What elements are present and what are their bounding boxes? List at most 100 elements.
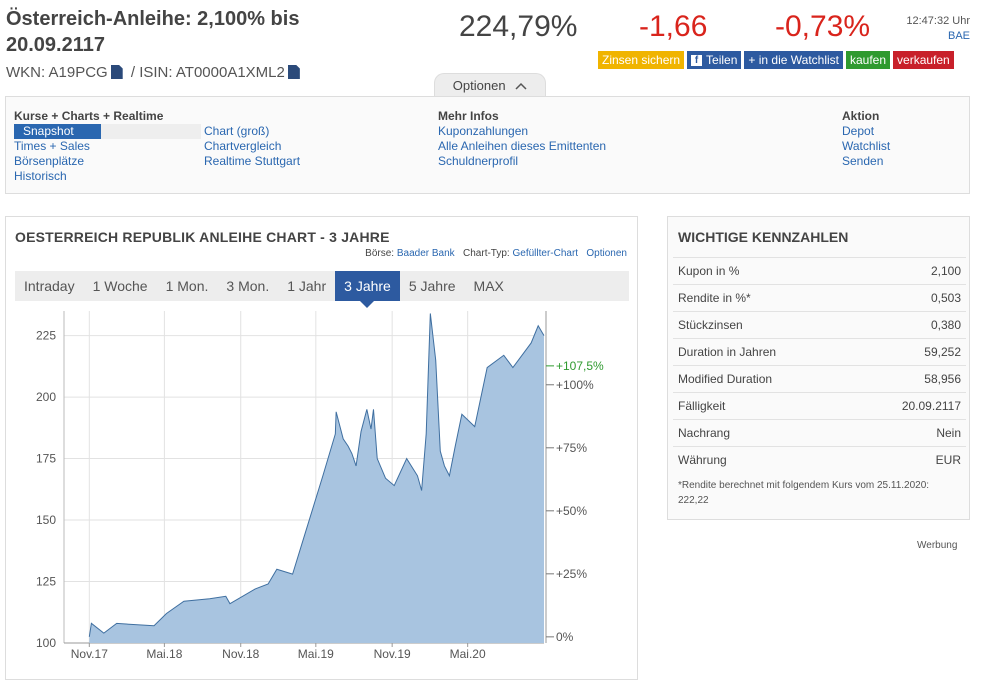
security-ids: WKN: A19PCG / ISIN: AT0000A1XML2 <box>6 64 304 81</box>
price-line <box>88 313 545 637</box>
key-figure-label: Währung <box>678 453 727 467</box>
key-figure-value: 59,252 <box>924 345 961 359</box>
x-tick-label: Nov.18 <box>222 647 259 661</box>
current-price: 224,79% <box>459 10 578 43</box>
options-toggle[interactable]: Optionen <box>434 73 546 97</box>
key-figure-label: Fälligkeit <box>678 399 726 413</box>
y-tick-label: 100 <box>36 636 56 650</box>
nav-heading: Kurse + Charts + Realtime <box>14 109 164 123</box>
key-figure-value: EUR <box>935 453 961 467</box>
tab-intraday[interactable]: Intraday <box>24 278 75 294</box>
options-label: Optionen <box>452 78 506 93</box>
key-figure-row: Rendite in %* 0,503 <box>673 284 966 311</box>
key-figures-panel: WICHTIGE KENNZAHLEN Kupon in % 2,100 Rendi… <box>667 216 970 520</box>
quote-time: 12:47:32 Uhr BAE <box>906 14 970 44</box>
buy-button[interactable]: kaufen <box>846 51 891 69</box>
nav-item-snapshot[interactable]: Snapshot <box>14 124 101 139</box>
nav-item-boersenplaetze[interactable]: Börsenplätze <box>14 154 85 168</box>
chart-options-link[interactable]: Optionen <box>586 248 627 259</box>
nav-item-alle-anleihen[interactable]: Alle Anleihen dieses Emittenten <box>438 139 607 153</box>
nav-item-kuponzahlungen[interactable]: Kuponzahlungen <box>438 124 529 138</box>
current-marker-label: +107,5% <box>556 359 604 373</box>
key-figure-row: Modified Duration 58,956 <box>673 365 966 392</box>
key-figure-value: Nein <box>936 426 961 440</box>
price-change-percent: -0,73% <box>775 10 871 43</box>
boerse-link[interactable]: Baader Bank <box>396 248 455 259</box>
nav-item-historisch[interactable]: Historisch <box>14 169 67 183</box>
nav-item-chartvergleich[interactable]: Chartvergleich <box>204 139 282 153</box>
chevron-up-icon <box>515 74 527 98</box>
charttyp-link[interactable]: Gefüllter-Chart <box>512 248 579 259</box>
y-tick-label: 200 <box>36 390 56 404</box>
nav-selected-row: Snapshot <box>14 124 204 139</box>
y-tick-label: 125 <box>36 575 56 589</box>
key-figure-value: 20.09.2117 <box>901 399 961 413</box>
key-figure-row: Fälligkeit 20.09.2117 <box>673 392 966 419</box>
right-tick-label: +25% <box>556 567 587 581</box>
area-fill <box>89 313 545 643</box>
key-figure-label: Duration in Jahren <box>678 345 777 359</box>
tab-1-jahr[interactable]: 1 Jahr <box>287 278 327 294</box>
action-buttons: Zinsen sichern f Teilen + in die Watchlis… <box>598 51 954 69</box>
nav-item-chart-gross[interactable]: Chart (groß) <box>204 124 270 138</box>
add-watchlist-button[interactable]: + in die Watchlist <box>744 51 843 69</box>
right-tick-label: +75% <box>556 441 587 455</box>
right-tick-label: +50% <box>556 504 587 518</box>
key-figure-label: Stückzinsen <box>678 318 743 332</box>
zinsen-sichern-button[interactable]: Zinsen sichern <box>598 51 685 69</box>
facebook-icon: f <box>691 54 703 66</box>
key-figure-value: 0,503 <box>930 291 961 305</box>
nav-heading: Aktion <box>842 109 880 123</box>
nav-item-schuldnerprofil[interactable]: Schuldnerprofil <box>438 154 519 168</box>
x-tick-label: Mai.20 <box>450 647 486 661</box>
tab-3-mon[interactable]: 3 Mon. <box>226 278 270 294</box>
tab-1-woche[interactable]: 1 Woche <box>92 278 148 294</box>
price-change: -1,66 <box>639 10 708 43</box>
y-tick-label: 225 <box>36 329 56 343</box>
tab-1-mon[interactable]: 1 Mon. <box>165 278 209 294</box>
key-figure-label: Modified Duration <box>678 372 773 386</box>
nav-item-times-sales[interactable]: Times + Sales <box>14 139 90 153</box>
right-tick-label: +100% <box>556 378 594 392</box>
chart-panel: OESTERREICH REPUBLIK ANLEIHE CHART - 3 J… <box>5 216 638 680</box>
nav-item-senden[interactable]: Senden <box>842 154 884 168</box>
key-figure-value: 2,100 <box>930 264 961 278</box>
navigation-panel: Kurse + Charts + Realtime Snapshot Times… <box>5 96 970 194</box>
key-figure-value: 58,956 <box>924 372 961 386</box>
key-figures-table: Kupon in % 2,100 Rendite in %* 0,503 Stückzi… <box>673 257 966 473</box>
nav-column-kurse: Kurse + Charts + Realtime Snapshot Times… <box>14 109 204 184</box>
document-icon[interactable] <box>287 65 300 79</box>
nav-heading: Mehr Infos <box>438 109 499 123</box>
boerse-label: Börse: <box>365 248 395 259</box>
key-figure-label: Rendite in %* <box>678 291 751 305</box>
sell-button[interactable]: verkaufen <box>893 51 954 69</box>
tab-3-jahre[interactable]: 3 Jahre <box>335 271 400 308</box>
right-tick-label: 0% <box>556 630 574 644</box>
tab-max[interactable]: MAX <box>473 278 504 294</box>
ad-label: Werbung <box>917 540 958 551</box>
nav-item-depot[interactable]: Depot <box>842 124 875 138</box>
exchange-link[interactable]: BAE <box>947 30 970 42</box>
y-tick-label: 175 <box>36 452 56 466</box>
share-label: Teilen <box>706 53 738 67</box>
document-icon[interactable] <box>110 65 123 79</box>
x-tick-label: Mai.19 <box>298 647 334 661</box>
share-button[interactable]: f Teilen <box>687 51 742 69</box>
key-figures-note: *Rendite berechnet mit folgendem Kurs vo… <box>678 480 930 506</box>
y-tick-label: 150 <box>36 513 56 527</box>
nav-column-charts: Chart (groß) Chartvergleich Realtime Stu… <box>204 124 300 169</box>
chart-title: OESTERREICH REPUBLIK ANLEIHE CHART - 3 J… <box>15 229 390 245</box>
nav-item-watchlist[interactable]: Watchlist <box>842 139 891 153</box>
nav-item-realtime-stuttgart[interactable]: Realtime Stuttgart <box>204 154 301 168</box>
price-chart: 100 125 150 175 200 225 Nov.17 Mai.18 Nov.18 Mai.… <box>36 311 604 661</box>
x-tick-label: Nov.17 <box>71 647 108 661</box>
charttyp-label: Chart-Typ: <box>463 248 510 259</box>
key-figure-row: Stückzinsen 0,380 <box>673 311 966 338</box>
chart-meta: Börse: Baader Bank Chart-Typ: Gefüllter-… <box>365 248 627 259</box>
key-figure-row: Duration in Jahren 59,252 <box>673 338 966 365</box>
tab-5-jahre[interactable]: 5 Jahre <box>408 278 456 294</box>
x-tick-label: Mai.18 <box>146 647 182 661</box>
key-figure-label: Nachrang <box>678 426 731 440</box>
timeframe-tabs: Intraday 1 Woche 1 Mon. 3 Mon. 1 Jahr 3 Jahre… <box>15 271 629 308</box>
key-figure-row: Kupon in % 2,100 <box>673 257 966 284</box>
